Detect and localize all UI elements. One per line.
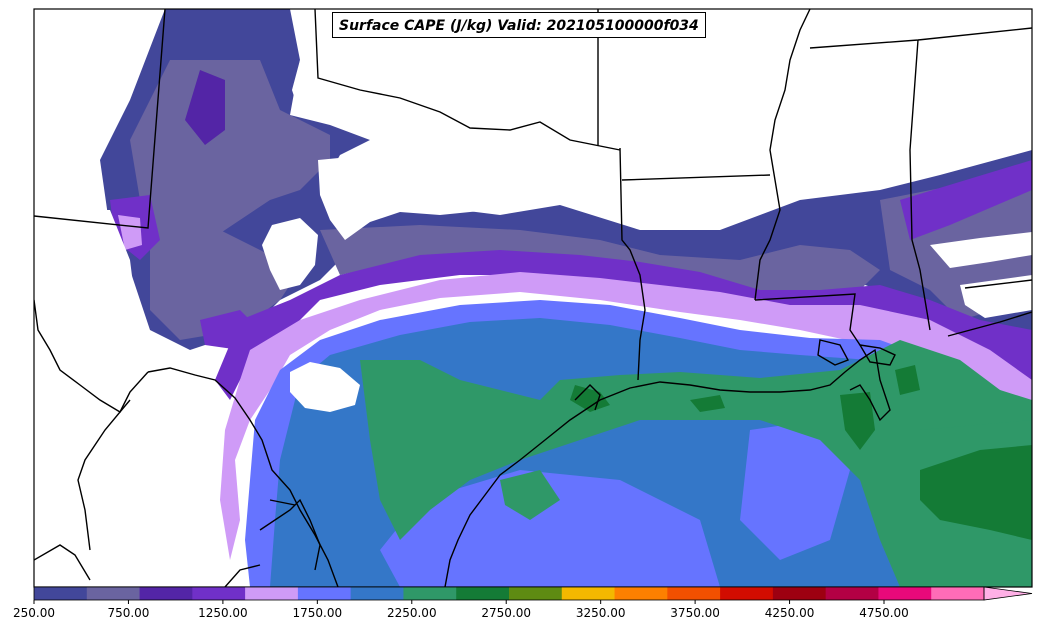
dry-pocket [262, 218, 318, 290]
colorbar-swatch [667, 587, 721, 600]
colorbar-swatch [509, 587, 563, 600]
colorbar-tick-label: 4250.00 [764, 606, 815, 620]
state-border [34, 9, 166, 229]
cape-fill-layer [34, 9, 1032, 587]
colorbar-swatch [720, 587, 774, 600]
colorbar-swatch [614, 587, 668, 600]
colorbar-tick-label: 3750.00 [670, 606, 720, 620]
colorbar-swatch [878, 587, 932, 600]
colorbar-swatch [772, 587, 827, 600]
colorbar [34, 586, 1033, 601]
colorbar-swatch [86, 587, 141, 600]
colorbar-tick-label: 4750.00 [859, 606, 909, 620]
cape-region-1000 [215, 250, 1032, 420]
colorbar-swatch [456, 587, 510, 600]
colorbar-tick-label: 1250.00 [198, 606, 248, 620]
colorbar-ticks [33, 600, 885, 604]
borders-layer [34, 9, 1032, 587]
colorbar-swatch [403, 587, 457, 600]
colorbar-extend-arrow [983, 586, 1033, 601]
map-title: Surface CAPE (J/kg) Valid: 202105100000f… [332, 12, 706, 38]
colorbar-swatch [561, 587, 616, 600]
colorbar-swatch [245, 587, 299, 600]
colorbar-swatch [825, 587, 879, 600]
colorbar-swatch [297, 587, 352, 600]
colorbar-tick-label: 250.00 [13, 606, 55, 620]
colorbar-tick-label: 3250.00 [575, 606, 626, 620]
gulf-coastline [444, 348, 891, 587]
cape-region-2250 [920, 445, 1032, 540]
colorbar-swatch [34, 587, 88, 600]
colorbar-swatch [139, 587, 193, 600]
rio-grande [147, 367, 339, 587]
colorbar-swatch [192, 587, 246, 600]
colorbar-swatch [350, 587, 404, 600]
colorbar-tick-label: 2750.00 [481, 606, 532, 620]
cape-region-500 [130, 60, 330, 260]
colorbar-swatch [931, 587, 985, 600]
colorbar-tick-label: 2250.00 [386, 606, 437, 620]
colorbar-tick-label: 1750.00 [292, 606, 343, 620]
colorbar-tick-label: 750.00 [107, 606, 150, 620]
